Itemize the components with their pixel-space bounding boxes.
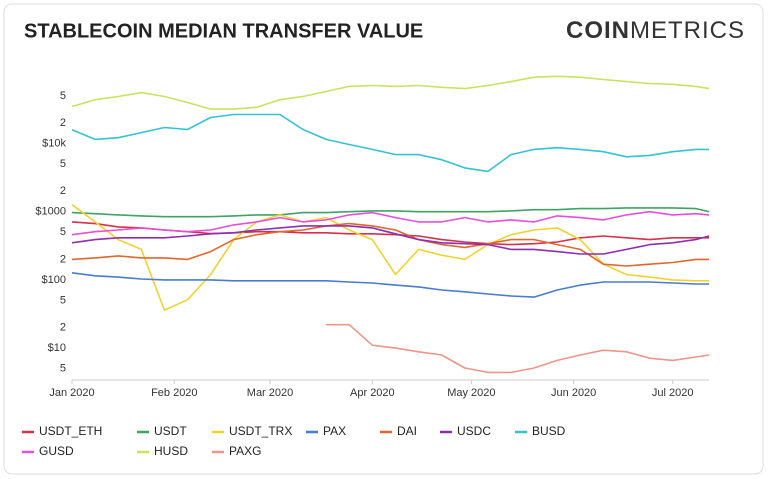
y-tick-label: 2 — [60, 321, 66, 333]
y-tick-label: $100 — [42, 274, 66, 286]
series-line — [71, 113, 709, 173]
legend-label: PAX — [323, 424, 346, 438]
series-line — [71, 222, 709, 267]
x-tick-label: Apr 2020 — [350, 387, 395, 399]
x-tick-label: Jul 2020 — [652, 387, 694, 399]
x-tick-label: May 2020 — [447, 387, 495, 399]
y-tick-label: 5 — [60, 158, 66, 170]
legend-label: USDT — [154, 424, 187, 438]
y-tick-label: 5 — [60, 226, 66, 238]
legend-label: BUSD — [532, 424, 566, 438]
legend-label: PAXG — [229, 444, 261, 458]
series-line — [71, 272, 709, 298]
chart-title: STABLECOIN MEDIAN TRANSFER VALUE — [24, 20, 423, 42]
series-line — [71, 75, 710, 110]
x-tick-label: Mar 2020 — [247, 387, 293, 399]
legend-label: HUSD — [154, 444, 188, 458]
brand-logo: COINMETRICS — [566, 17, 745, 44]
series-line — [71, 204, 709, 311]
x-tick-label: Feb 2020 — [151, 387, 197, 399]
y-tick-label: 5 — [60, 90, 66, 102]
y-tick-label: 2 — [60, 117, 66, 129]
legend-label: USDC — [457, 424, 491, 438]
legend-label: USDT_ETH — [39, 424, 102, 438]
series-line — [326, 323, 710, 374]
y-tick-label: $10 — [48, 342, 66, 354]
x-tick-label: Jun 2020 — [551, 387, 596, 399]
brand-light: METRICS — [630, 17, 745, 44]
y-tick-label: $1000 — [35, 206, 66, 218]
series-line — [71, 210, 710, 236]
legend-label: USDT_TRX — [229, 424, 292, 438]
legend-label: GUSD — [39, 444, 74, 458]
y-tick-label: $10k — [42, 137, 66, 149]
y-tick-label: 5 — [60, 294, 66, 306]
y-tick-label: 2 — [60, 253, 66, 265]
brand-bold: COIN — [566, 17, 630, 44]
y-tick-label: 5 — [60, 362, 66, 374]
y-tick-label: 2 — [60, 185, 66, 197]
x-tick-label: Jan 2020 — [49, 387, 94, 399]
series-line — [71, 225, 710, 255]
legend-label: DAI — [397, 424, 417, 438]
series-line — [71, 207, 710, 218]
